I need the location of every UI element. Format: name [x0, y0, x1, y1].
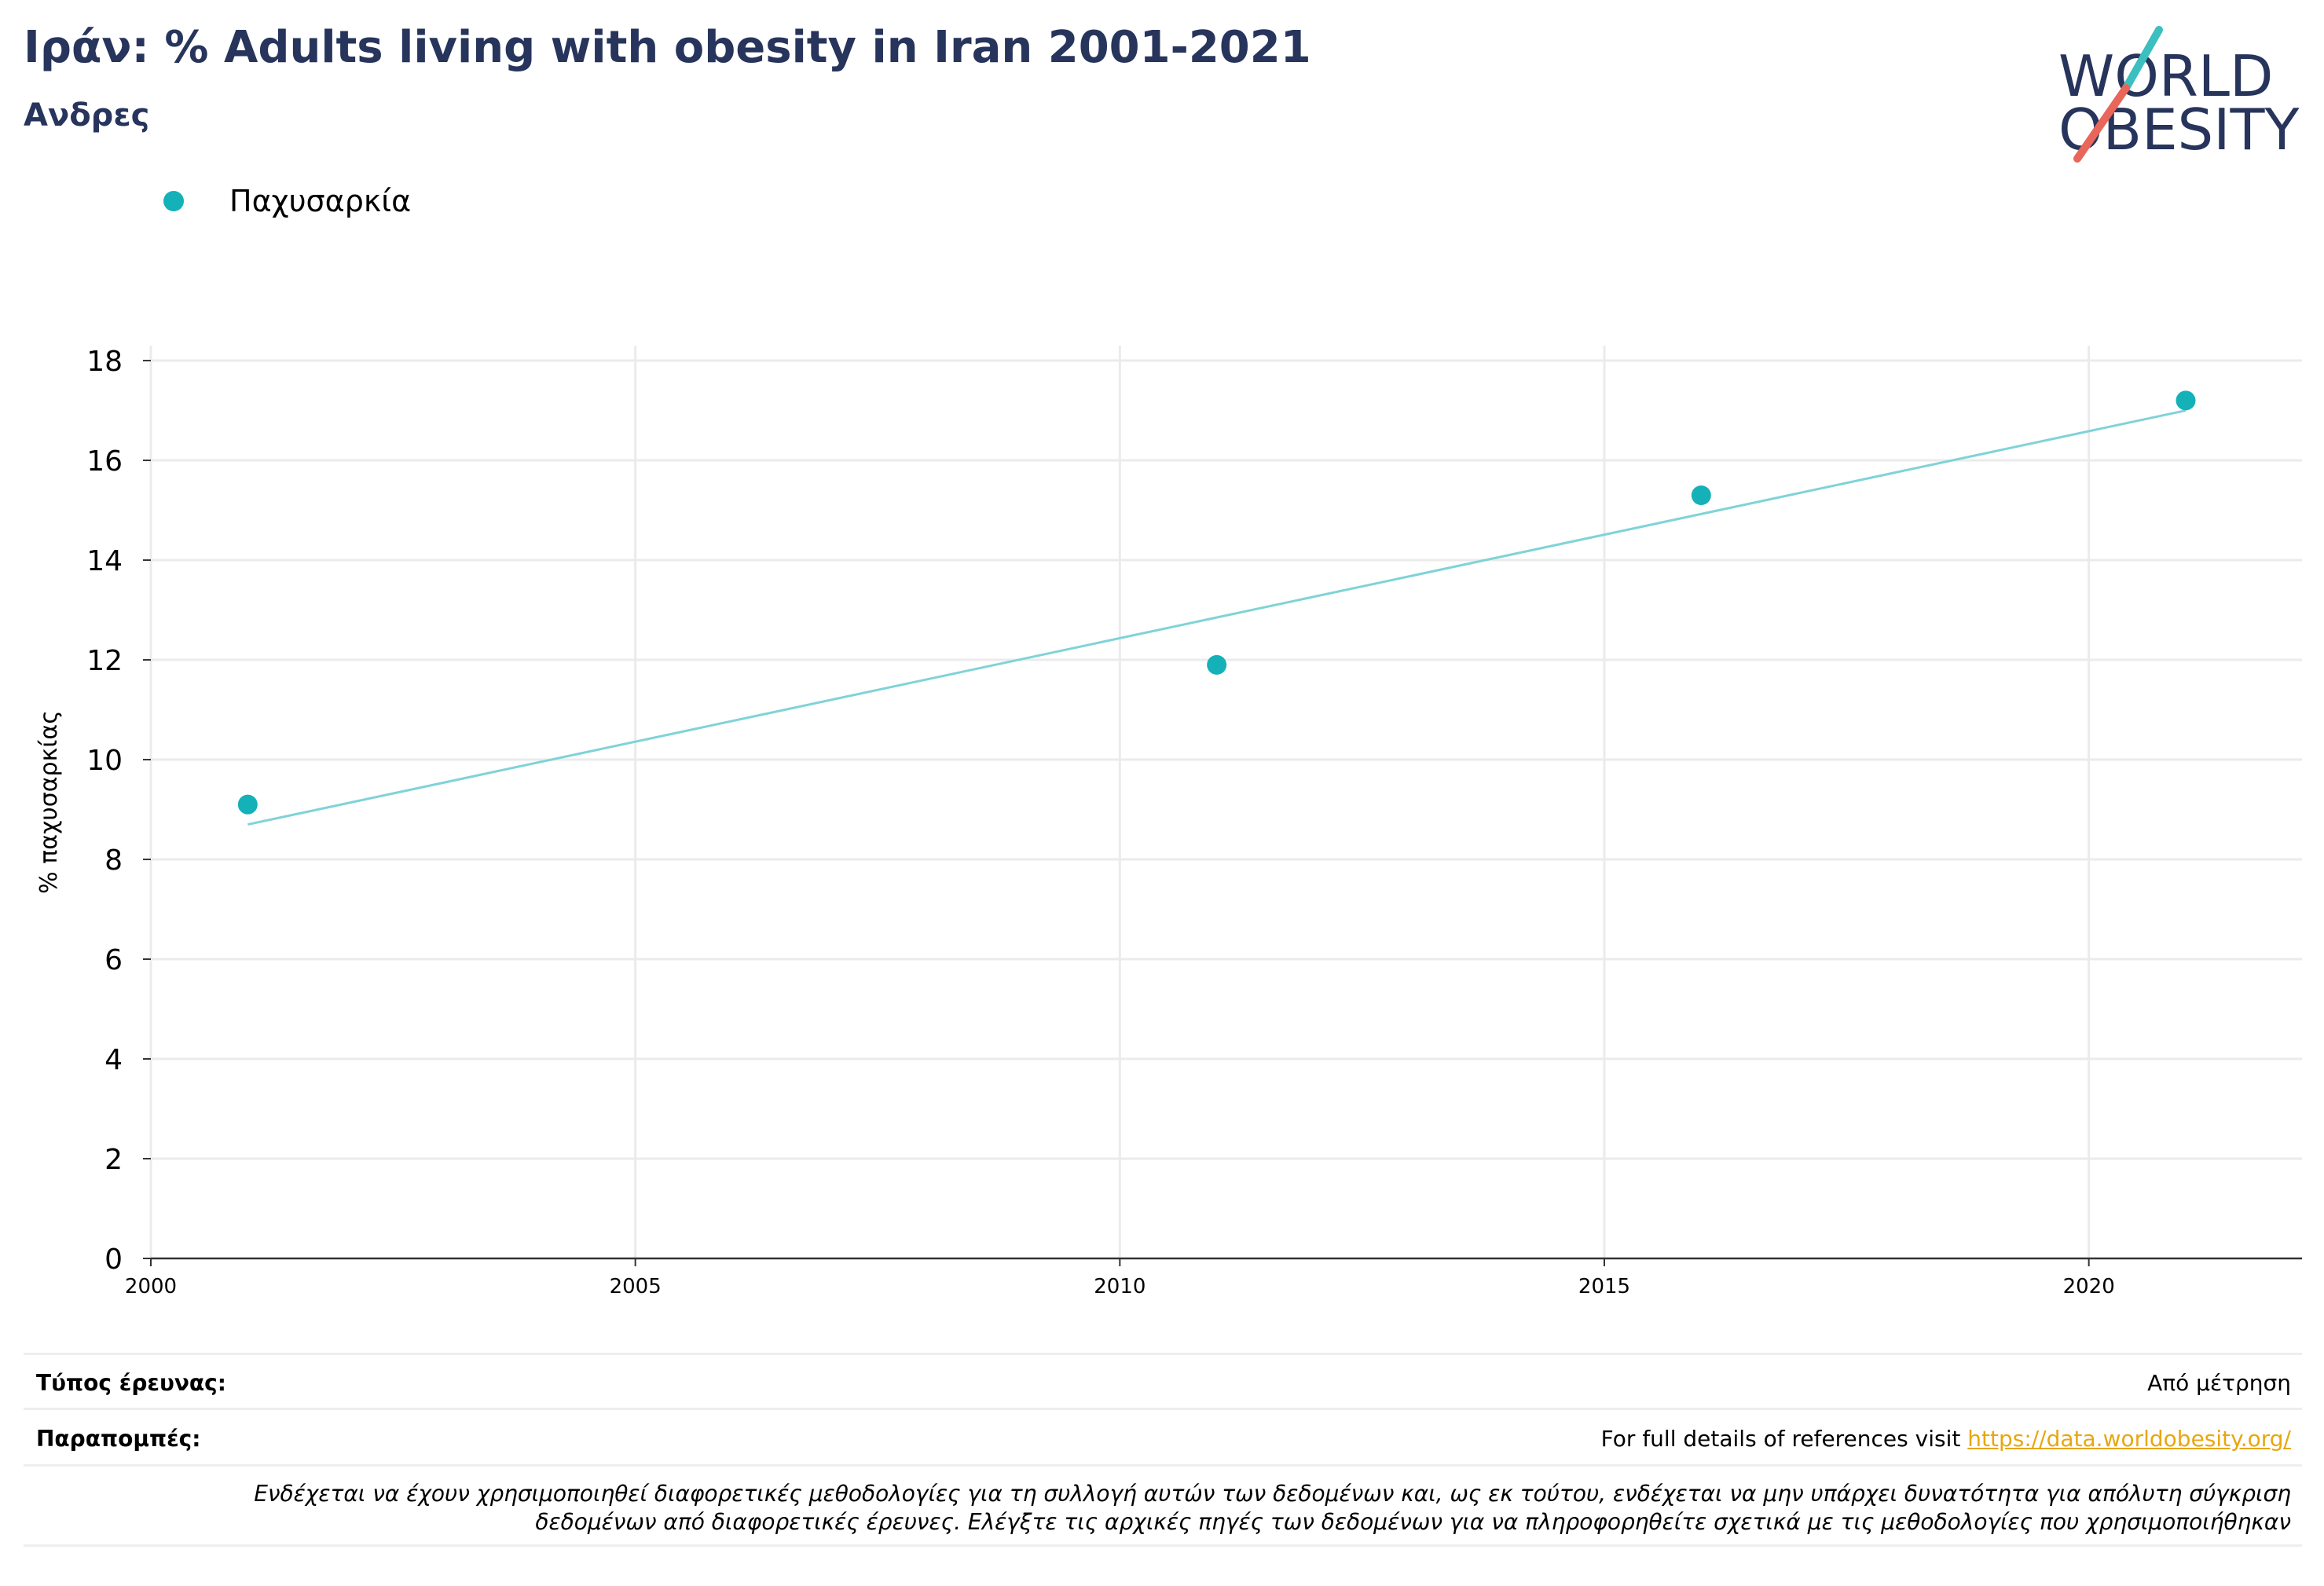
references-link[interactable]: https://data.worldobesity.org/ [1967, 1426, 2291, 1452]
x-tick-label: 2000 [125, 1275, 177, 1298]
footer-divider [24, 1464, 2302, 1467]
y-tick-label: 2 [104, 1144, 123, 1176]
axes [143, 360, 2302, 1266]
references-text: For full details of references visit [1600, 1426, 1968, 1452]
y-tick-label: 4 [104, 1044, 123, 1076]
footer-divider [24, 1353, 2302, 1355]
methodology-note: Ενδέχεται να έχουν χρησιμοποιηθεί διαφορ… [44, 1480, 2291, 1537]
tick-labels: 0 2 4 6 8 10 12 14 16 18 2000 2005 2010 2015 2020 % παχ… [35, 346, 2115, 1298]
x-tick-label: 2005 [610, 1275, 662, 1298]
data-point [1691, 485, 1711, 505]
data-point [237, 794, 258, 815]
survey-type-label: Τύπος έρευνας: [36, 1370, 226, 1396]
logo-slash-teal [2122, 26, 2163, 92]
grid-lines [149, 346, 2302, 1258]
note-line: Ενδέχεται να έχουν χρησιμοποιηθεί διαφορ… [254, 1481, 2291, 1507]
legend-marker [163, 191, 184, 211]
footer-divider [24, 1544, 2302, 1547]
legend-label: Παχυσαρκία [229, 184, 412, 218]
chart-title: Ιράν: % Adults living with obesity in Ir… [24, 22, 1311, 73]
note-line: δεδομένων από διαφορετικές έρευνες. Ελέγ… [535, 1509, 2291, 1535]
chart-subtitle: Ανδρες [24, 97, 150, 134]
footer-divider [24, 1408, 2302, 1410]
logo-text-world: WORLD [2058, 43, 2273, 109]
references-label: Παραπομπές: [36, 1426, 201, 1452]
y-tick-label: 8 [104, 844, 123, 877]
references-value: For full details of references visit htt… [1601, 1426, 2291, 1452]
y-axis-label: % παχυσαρκίας [35, 710, 63, 894]
y-tick-label: 12 [86, 645, 123, 677]
trendline-group [247, 409, 2187, 826]
y-tick-label: 14 [86, 545, 123, 577]
y-tick-label: 18 [86, 346, 123, 378]
data-points [237, 390, 2196, 815]
y-tick-label: 10 [86, 745, 123, 777]
world-obesity-logo: WORLD OBESITY [2058, 26, 2300, 163]
x-tick-label: 2010 [1094, 1275, 1146, 1298]
survey-type-value: Από μέτρηση [2147, 1370, 2291, 1396]
trendline [247, 409, 2187, 826]
logo-slash-red [2073, 84, 2130, 163]
y-tick-label: 0 [104, 1244, 123, 1276]
x-tick-label: 2015 [1578, 1275, 1630, 1298]
y-tick-label: 6 [104, 944, 123, 976]
chart: 0 2 4 6 8 10 12 14 16 18 2000 2005 2010 2015 2020 % παχ… [35, 346, 2302, 1298]
x-tick-label: 2020 [2063, 1275, 2115, 1298]
legend: Παχυσαρκία [163, 182, 411, 220]
data-point [2176, 390, 2196, 411]
y-tick-label: 16 [86, 445, 123, 478]
data-point [1207, 654, 1227, 675]
